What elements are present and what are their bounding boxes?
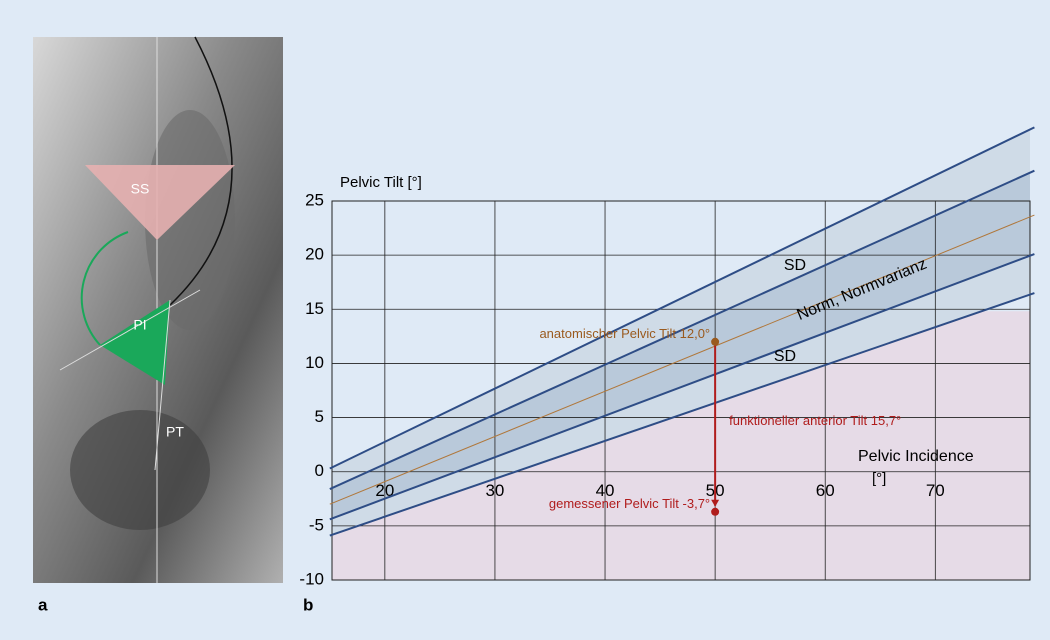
y-tick-label: 5 xyxy=(315,407,324,426)
point-label: gemessener Pelvic Tilt -3,7° xyxy=(549,496,710,511)
pi-label: PI xyxy=(133,317,146,333)
pt-label: PT xyxy=(166,424,184,440)
y-tick-label: -10 xyxy=(299,569,324,588)
x-axis-title: [°] xyxy=(872,470,886,487)
x-tick-label: 30 xyxy=(485,481,504,500)
point-label: anatomischer Pelvic Tilt 12,0° xyxy=(539,326,710,341)
y-tick-label: 20 xyxy=(305,245,324,264)
point xyxy=(711,338,719,346)
panel-label: b xyxy=(303,595,313,614)
figure: SS PI PT a b -10-50510152025203040506070… xyxy=(0,0,1050,640)
hip xyxy=(70,410,210,530)
xray-panel: SS PI PT xyxy=(33,37,283,583)
point xyxy=(711,508,719,516)
y-tick-label: -5 xyxy=(309,515,324,534)
x-tick-label: 70 xyxy=(926,481,945,500)
y-tick-label: 15 xyxy=(305,299,324,318)
x-axis-title: Pelvic Incidence xyxy=(858,448,974,465)
arrow-label: funktioneller anterior Tilt 15,7° xyxy=(729,413,901,428)
y-tick-label: 10 xyxy=(305,353,324,372)
y-tick-label: 0 xyxy=(315,461,324,480)
y-axis-title: Pelvic Tilt [°] xyxy=(340,174,422,191)
y-tick-label: 25 xyxy=(305,190,324,209)
band-label: SD xyxy=(784,257,806,274)
x-tick-label: 60 xyxy=(816,481,835,500)
panel-label: a xyxy=(38,595,48,614)
band-label: SD xyxy=(774,348,796,365)
ss-label: SS xyxy=(131,181,150,197)
